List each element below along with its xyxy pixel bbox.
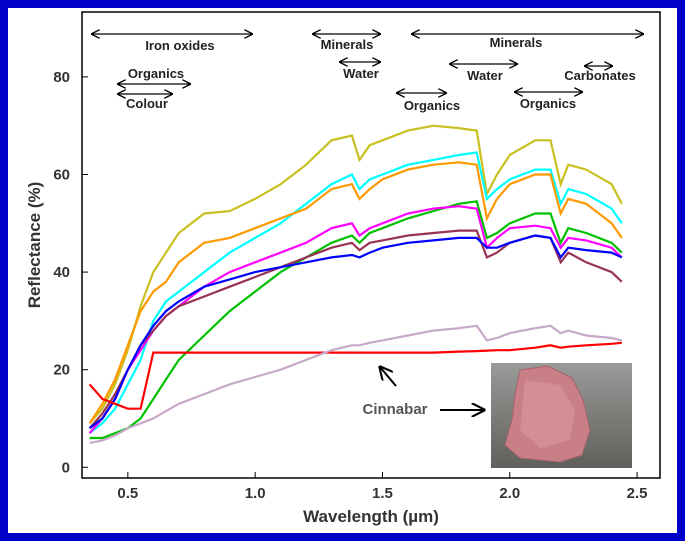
y-axis-title: Reflectance (%) — [25, 182, 44, 309]
photo — [491, 363, 632, 468]
y-tick-label: 20 — [53, 362, 70, 379]
annotation: Minerals — [490, 35, 543, 50]
annotation: Water — [467, 68, 503, 83]
y-tick-label: 0 — [62, 459, 70, 476]
annotation: Organics — [128, 66, 184, 81]
y-tick-label: 40 — [53, 264, 70, 281]
x-tick-label: 2.0 — [499, 485, 520, 502]
x-axis-title: Wavelength (µm) — [303, 507, 439, 526]
annotation: Cinnabar — [362, 401, 427, 418]
y-tick-label: 60 — [53, 166, 70, 183]
x-tick-label: 1.5 — [372, 485, 393, 502]
annotation: Organics — [404, 98, 460, 113]
annotation: Water — [343, 66, 379, 81]
x-tick-label: 2.5 — [627, 485, 648, 502]
annotation: Carbonates — [564, 68, 636, 83]
x-tick-label: 0.5 — [117, 485, 138, 502]
chart: Wavelength (µm) Reflectance (%) 0 20 40 60 8… — [0, 0, 685, 541]
annotation: Colour — [126, 96, 168, 111]
annotation: Organics — [520, 96, 576, 111]
annotation: Iron oxides — [145, 38, 214, 53]
y-tick-label: 80 — [53, 69, 70, 86]
x-tick-label: 1.0 — [245, 485, 266, 502]
annotation: Minerals — [321, 37, 374, 52]
